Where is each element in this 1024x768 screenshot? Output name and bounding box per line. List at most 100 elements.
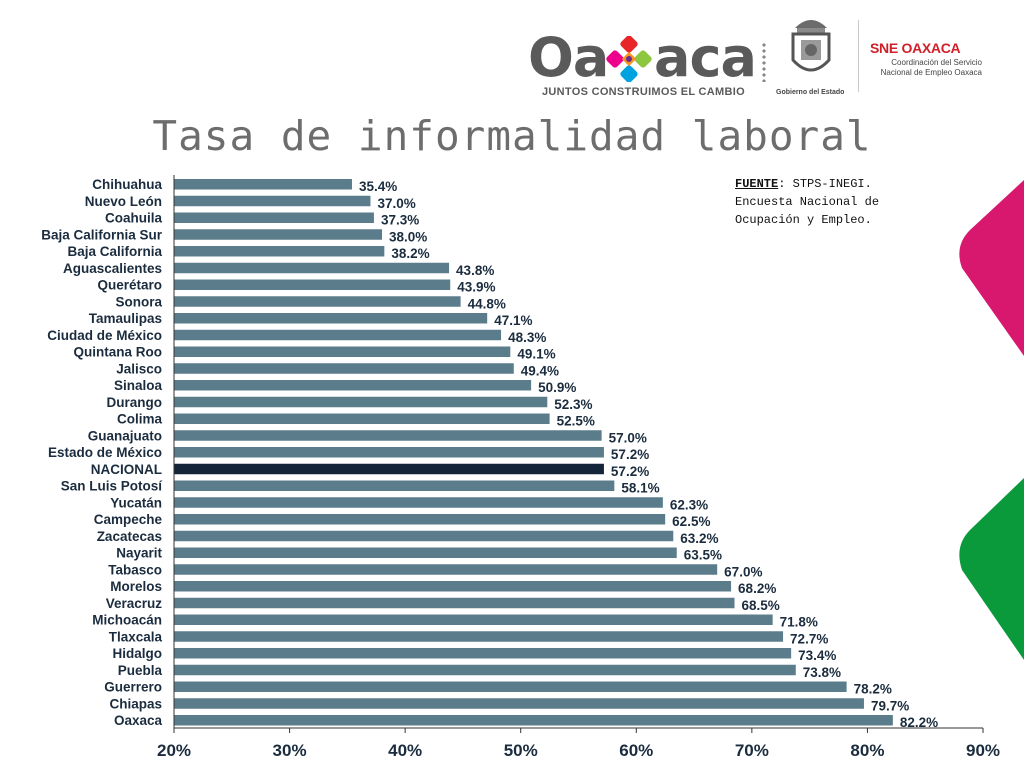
value-label-32: 82.2% bbox=[900, 715, 938, 730]
value-label-30: 78.2% bbox=[854, 682, 892, 697]
logo-text-left: Oa bbox=[528, 26, 609, 89]
green-shape-icon bbox=[959, 478, 1024, 660]
x-tick-label-6: 80% bbox=[850, 741, 884, 760]
bar-13 bbox=[174, 396, 548, 408]
value-label-3: 38.0% bbox=[389, 229, 427, 244]
category-label-4: Baja California bbox=[67, 244, 162, 259]
bar-8 bbox=[174, 313, 488, 324]
bar-14 bbox=[174, 413, 550, 424]
bar-6 bbox=[174, 279, 451, 290]
decorative-shapes bbox=[959, 180, 1024, 660]
category-label-7: Sonora bbox=[115, 294, 162, 309]
category-label-6: Querétaro bbox=[97, 278, 162, 293]
bar-18 bbox=[174, 480, 615, 491]
bar-0 bbox=[174, 179, 352, 190]
value-label-7: 44.8% bbox=[468, 296, 506, 311]
value-label-24: 68.2% bbox=[738, 581, 776, 596]
category-label-24: Morelos bbox=[110, 579, 162, 594]
x-axis: 20% 30% 40% 50% 60% 70% 80% 90% bbox=[157, 175, 1000, 760]
sne-title: SNE OAXACA bbox=[870, 40, 961, 56]
category-label-32: Oaxaca bbox=[114, 713, 163, 728]
value-label-22: 63.5% bbox=[684, 548, 722, 563]
category-label-21: Zacatecas bbox=[97, 529, 162, 544]
value-label-8: 47.1% bbox=[494, 313, 532, 328]
value-label-15: 57.0% bbox=[609, 430, 647, 445]
value-label-18: 58.1% bbox=[621, 481, 659, 496]
bar-4 bbox=[174, 246, 385, 257]
bar-31 bbox=[174, 698, 864, 709]
source-note: FUENTE: STPS-INEGI. Encuesta Nacional de… bbox=[735, 175, 935, 229]
value-label-28: 73.4% bbox=[798, 648, 836, 663]
bar-30 bbox=[174, 681, 847, 692]
sne-subtitle: Coordinación del Servicio Nacional de Em… bbox=[880, 58, 982, 77]
x-tick-label-4: 60% bbox=[619, 741, 653, 760]
value-label-26: 71.8% bbox=[780, 615, 818, 630]
value-label-2: 37.3% bbox=[381, 213, 419, 228]
value-label-27: 72.7% bbox=[790, 631, 828, 646]
value-label-1: 37.0% bbox=[377, 196, 415, 211]
category-label-5: Aguascalientes bbox=[63, 261, 162, 276]
header: Oa aca JUNTOS CONSTRUIMOS EL CAMBIO Gobi… bbox=[0, 0, 1024, 110]
category-label-27: Tlaxcala bbox=[109, 629, 163, 644]
logo-tagline: JUNTOS CONSTRUIMOS EL CAMBIO bbox=[542, 86, 745, 98]
category-label-8: Tamaulipas bbox=[89, 311, 162, 326]
category-label-18: San Luis Potosí bbox=[61, 479, 164, 494]
value-label-9: 48.3% bbox=[508, 330, 546, 345]
bar-2 bbox=[174, 212, 374, 223]
category-label-3: Baja California Sur bbox=[41, 227, 163, 242]
category-label-30: Guerrero bbox=[104, 680, 162, 695]
source-text: : STPS-INEGI. Encuesta Nacional de Ocupa… bbox=[735, 177, 880, 227]
bar-27 bbox=[174, 631, 784, 642]
x-tick-label-1: 30% bbox=[273, 741, 307, 760]
bar-17 bbox=[174, 463, 604, 475]
bar-1 bbox=[174, 195, 371, 207]
value-label-20: 62.5% bbox=[672, 514, 710, 529]
bar-11 bbox=[174, 363, 514, 374]
category-label-23: Tabasco bbox=[108, 562, 162, 577]
header-divider bbox=[858, 20, 859, 92]
value-label-12: 50.9% bbox=[538, 380, 576, 395]
bar-25 bbox=[174, 597, 735, 609]
value-label-29: 73.8% bbox=[803, 665, 841, 680]
bar-28 bbox=[174, 648, 792, 659]
bar-23 bbox=[174, 564, 718, 575]
category-label-1: Nuevo León bbox=[85, 194, 162, 209]
category-label-17: NACIONAL bbox=[91, 462, 162, 477]
category-label-22: Nayarit bbox=[116, 546, 162, 561]
value-label-5: 43.8% bbox=[456, 263, 494, 278]
value-label-21: 63.2% bbox=[680, 531, 718, 546]
x-tick-label-7: 90% bbox=[966, 741, 1000, 760]
x-tick-label-3: 50% bbox=[504, 741, 538, 760]
value-label-23: 67.0% bbox=[724, 564, 762, 579]
value-label-0: 35.4% bbox=[359, 179, 397, 194]
bar-10 bbox=[174, 346, 511, 357]
source-label: FUENTE bbox=[735, 177, 779, 191]
bar-16 bbox=[174, 447, 604, 458]
category-label-14: Colima bbox=[117, 412, 163, 427]
category-label-0: Chihuahua bbox=[92, 177, 162, 192]
bar-7 bbox=[174, 296, 461, 307]
value-label-6: 43.9% bbox=[457, 280, 495, 295]
bar-32 bbox=[174, 715, 893, 726]
category-label-25: Veracruz bbox=[106, 596, 163, 611]
bar-12 bbox=[174, 380, 532, 391]
category-label-12: Sinaloa bbox=[114, 378, 163, 393]
category-label-2: Coahuila bbox=[105, 211, 162, 226]
value-label-10: 49.1% bbox=[517, 347, 555, 362]
bar-5 bbox=[174, 262, 450, 274]
gobierno-label: Gobierno del Estado bbox=[776, 89, 845, 96]
category-label-31: Chiapas bbox=[109, 696, 162, 711]
category-label-19: Yucatán bbox=[110, 495, 162, 510]
x-tick-label-5: 70% bbox=[735, 741, 769, 760]
category-label-16: Estado de México bbox=[48, 445, 162, 460]
bar-21 bbox=[174, 530, 674, 542]
bar-9 bbox=[174, 329, 502, 341]
value-label-11: 49.4% bbox=[521, 363, 559, 378]
bar-20 bbox=[174, 514, 666, 525]
value-label-4: 38.2% bbox=[391, 246, 429, 261]
bar-24 bbox=[174, 581, 732, 592]
value-label-31: 79.7% bbox=[871, 698, 909, 713]
category-label-15: Guanajuato bbox=[88, 428, 162, 443]
